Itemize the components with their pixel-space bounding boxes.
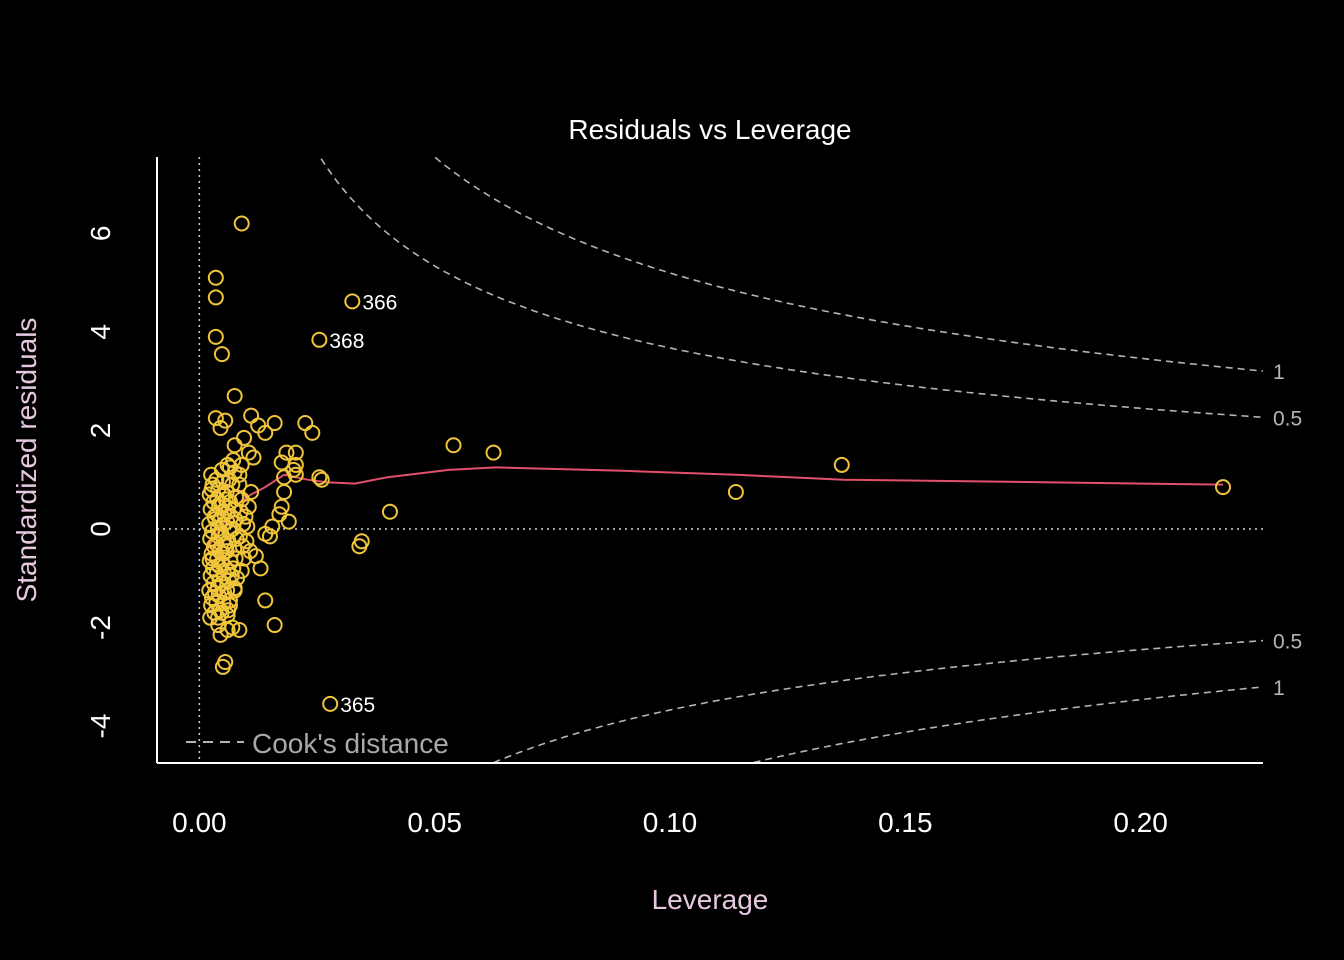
data-point	[240, 444, 257, 461]
data-point	[217, 491, 234, 508]
y-axis-label: Standardized residuals	[11, 318, 42, 603]
cooks-level-label: 0.5	[1273, 631, 1302, 654]
data-point	[311, 331, 328, 348]
data-point	[322, 695, 339, 712]
cooks-level-label: 0.5	[1273, 407, 1302, 430]
data-point	[225, 452, 242, 468]
smoother-line	[207, 466, 1224, 547]
data-point	[245, 449, 262, 466]
data-point	[223, 567, 240, 584]
cooks-contour	[493, 639, 1264, 764]
data-point	[273, 498, 290, 515]
data-point	[225, 501, 242, 518]
data-point	[226, 387, 243, 404]
point-label: 366	[362, 291, 397, 314]
data-point	[207, 511, 224, 528]
data-point	[243, 484, 260, 501]
data-point	[207, 410, 224, 427]
x-tick-label: 0.20	[1113, 807, 1168, 838]
data-point	[351, 538, 368, 555]
cooks-distance-contours: 0.5 0.5 1 1	[320, 156, 1302, 764]
data-point	[238, 533, 255, 550]
data-point	[313, 471, 330, 488]
data-point	[276, 484, 293, 501]
data-point	[287, 444, 304, 461]
legend: Cook's distance	[186, 728, 449, 759]
y-tick-label: -4	[85, 714, 116, 739]
data-point	[214, 658, 231, 675]
data-point	[252, 560, 269, 577]
data-point	[213, 346, 230, 363]
data-point	[212, 626, 229, 643]
data-point	[311, 469, 328, 486]
data-point	[240, 498, 257, 515]
data-point	[344, 293, 361, 310]
point-labels: 366 368 365	[329, 291, 397, 717]
data-points	[201, 215, 1231, 712]
data-point	[278, 444, 295, 461]
y-tick-label: 0	[85, 521, 116, 537]
data-point	[232, 503, 249, 520]
data-point	[257, 424, 274, 441]
cooks-contour	[320, 158, 1264, 419]
data-point	[224, 619, 241, 636]
data-point	[381, 503, 398, 520]
y-tick-label: -2	[85, 615, 116, 640]
y-tick-label: 6	[85, 226, 116, 242]
data-point	[227, 550, 244, 567]
data-point	[1214, 479, 1231, 496]
data-point	[207, 269, 224, 286]
data-point	[266, 415, 283, 432]
chart-title: Residuals vs Leverage	[568, 114, 851, 145]
data-point	[206, 585, 223, 602]
point-label: 368	[329, 330, 364, 353]
data-point	[445, 437, 462, 454]
cooks-contour	[753, 686, 1264, 764]
data-point	[223, 508, 240, 525]
y-tick-label: 2	[85, 423, 116, 439]
x-tick-label: 0.05	[407, 807, 462, 838]
x-tick-label: 0.00	[172, 807, 227, 838]
data-point	[304, 424, 321, 441]
data-point	[219, 582, 236, 599]
data-point	[225, 560, 242, 577]
data-point	[207, 289, 224, 306]
x-tick-label: 0.15	[878, 807, 933, 838]
x-axis-label: Leverage	[652, 884, 769, 915]
data-point	[833, 456, 850, 473]
legend-label: Cook's distance	[252, 728, 449, 759]
data-point	[257, 525, 274, 542]
data-point	[207, 328, 224, 345]
cooks-contour	[434, 156, 1264, 372]
data-point	[287, 466, 304, 483]
cooks-level-label: 1	[1273, 677, 1285, 700]
smoother	[207, 466, 1224, 547]
y-tick-label: 4	[85, 324, 116, 340]
cooks-level-label: 1	[1273, 361, 1285, 384]
data-point	[231, 476, 248, 493]
data-point	[218, 538, 235, 555]
data-point	[257, 592, 274, 609]
data-point	[204, 550, 221, 567]
point-label: 365	[340, 694, 375, 717]
data-point	[485, 444, 502, 461]
data-point	[217, 412, 234, 429]
data-point	[271, 506, 288, 523]
data-point	[231, 621, 248, 638]
data-point	[242, 543, 259, 560]
data-point	[203, 481, 220, 498]
x-tick-label: 0.10	[643, 807, 698, 838]
data-point	[266, 617, 283, 634]
data-point	[220, 602, 237, 619]
reference-lines	[157, 157, 1263, 763]
data-point	[233, 215, 250, 232]
data-point	[727, 484, 744, 501]
axes: 0.00 0.05 0.10 0.15 0.20 -4 -2 0 2 4 6	[85, 157, 1263, 838]
